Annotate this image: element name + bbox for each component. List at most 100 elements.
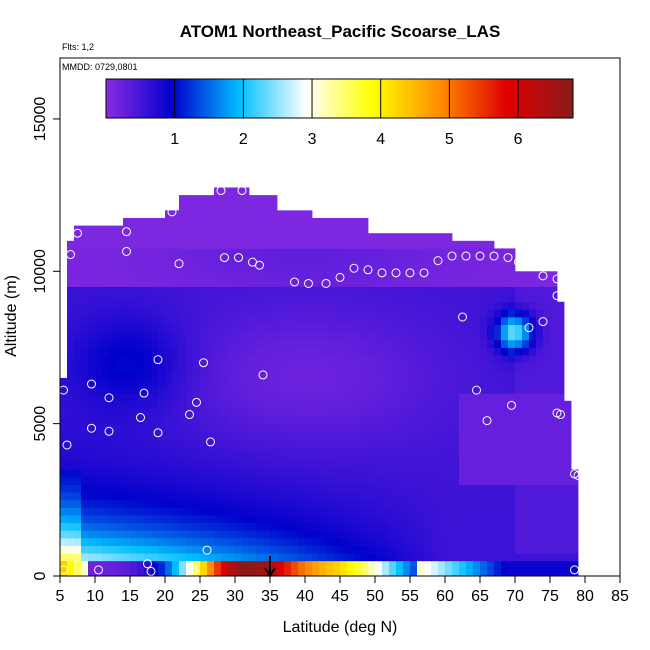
heatmap-cell [389, 431, 397, 440]
heatmap-cell [354, 400, 362, 409]
heatmap-cell [158, 370, 166, 379]
heatmap-cell [319, 522, 327, 531]
heatmap-cell [228, 362, 236, 371]
heatmap-cell [319, 438, 327, 447]
heatmap-cell [158, 469, 166, 478]
heatmap-cell [95, 263, 103, 272]
heatmap-cell [137, 431, 145, 440]
heatmap-cell [480, 416, 488, 425]
heatmap-cell [382, 438, 390, 447]
heatmap-cell [270, 438, 278, 447]
heatmap-cell [501, 248, 509, 257]
heatmap-cell [207, 370, 215, 379]
heatmap-cell [501, 332, 509, 341]
heatmap-cell [529, 393, 537, 402]
flight-point [458, 312, 467, 322]
heatmap-cell [151, 377, 159, 386]
heatmap-cell [263, 492, 271, 501]
heatmap-cell [333, 339, 341, 348]
heatmap-cell [403, 515, 411, 524]
heatmap-cell [193, 416, 201, 425]
heatmap-cell [326, 309, 334, 318]
heatmap-cell [375, 423, 383, 432]
heatmap-cell [186, 545, 194, 554]
heatmap-cell [130, 408, 138, 417]
heatmap-cell [515, 332, 523, 341]
heatmap-cell [186, 484, 194, 493]
heatmap-cell [445, 377, 453, 386]
heatmap-cell [186, 438, 194, 447]
heatmap-cell [137, 530, 145, 539]
heatmap-cell [193, 393, 201, 402]
heatmap-cell [305, 469, 313, 478]
heatmap-cell [88, 560, 96, 569]
heatmap-cell [158, 393, 166, 402]
heatmap-cell [137, 537, 145, 546]
heatmap-cell [235, 355, 243, 364]
flight-point [433, 256, 443, 266]
heatmap-cell [102, 438, 110, 447]
heatmap-cell [207, 416, 215, 425]
heatmap-cell [221, 560, 229, 569]
heatmap-cell [326, 248, 334, 257]
heatmap-cell [319, 362, 327, 371]
heatmap-cell [200, 438, 208, 447]
flight-point [66, 250, 75, 260]
heatmap-cell [137, 499, 145, 508]
heatmap-cell [123, 416, 131, 425]
heatmap-cell [165, 233, 173, 242]
heatmap-cell [354, 271, 362, 280]
heatmap-cell [501, 545, 509, 554]
heatmap-cell [95, 499, 103, 508]
heatmap-cell [130, 568, 138, 576]
heatmap-cell [67, 309, 75, 318]
heatmap-cell [445, 431, 453, 440]
heatmap-cell [263, 484, 271, 493]
heatmap-cell [403, 317, 411, 326]
heatmap-cell [368, 446, 376, 455]
heatmap-cell [130, 362, 138, 371]
heatmap-cell [242, 446, 250, 455]
heatmap-cell [326, 408, 334, 417]
heatmap-cell [375, 408, 383, 417]
heatmap-cell [277, 515, 285, 524]
heatmap-cell [361, 438, 369, 447]
heatmap-cell [354, 278, 362, 287]
heatmap-cell [473, 263, 481, 272]
heatmap-cell [494, 263, 502, 272]
heatmap-cell [424, 537, 432, 546]
heatmap-cell [424, 416, 432, 425]
heatmap-cell [228, 416, 236, 425]
heatmap-cell [130, 385, 138, 394]
heatmap-cell [284, 522, 292, 531]
heatmap-cell [67, 347, 75, 356]
heatmap-cell [452, 530, 460, 539]
heatmap-cell [277, 225, 285, 234]
heatmap-cell [319, 530, 327, 539]
heatmap-cell [242, 202, 250, 211]
heatmap-cell [319, 278, 327, 287]
heatmap-cell [95, 568, 103, 576]
heatmap-cell [564, 484, 572, 493]
heatmap-cell [144, 560, 152, 569]
heatmap-cell [235, 233, 243, 242]
heatmap-cell [333, 446, 341, 455]
heatmap-cell [74, 256, 82, 265]
heatmap-cell [151, 370, 159, 379]
heatmap-cell [494, 271, 502, 280]
heatmap-cell [347, 385, 355, 394]
heatmap-cell [466, 362, 474, 371]
heatmap-cell [529, 400, 537, 409]
heatmap-cell [109, 545, 117, 554]
heatmap-cell [81, 377, 89, 386]
heatmap-cell [263, 332, 271, 341]
heatmap-cell [186, 278, 194, 287]
heatmap-cell [515, 461, 523, 470]
heatmap-cell [480, 438, 488, 447]
heatmap-cell [382, 278, 390, 287]
heatmap-cell [137, 484, 145, 493]
heatmap-cell [445, 317, 453, 326]
heatmap-cell [179, 454, 187, 463]
heatmap-cell [109, 332, 117, 341]
heatmap-cell [172, 461, 180, 470]
